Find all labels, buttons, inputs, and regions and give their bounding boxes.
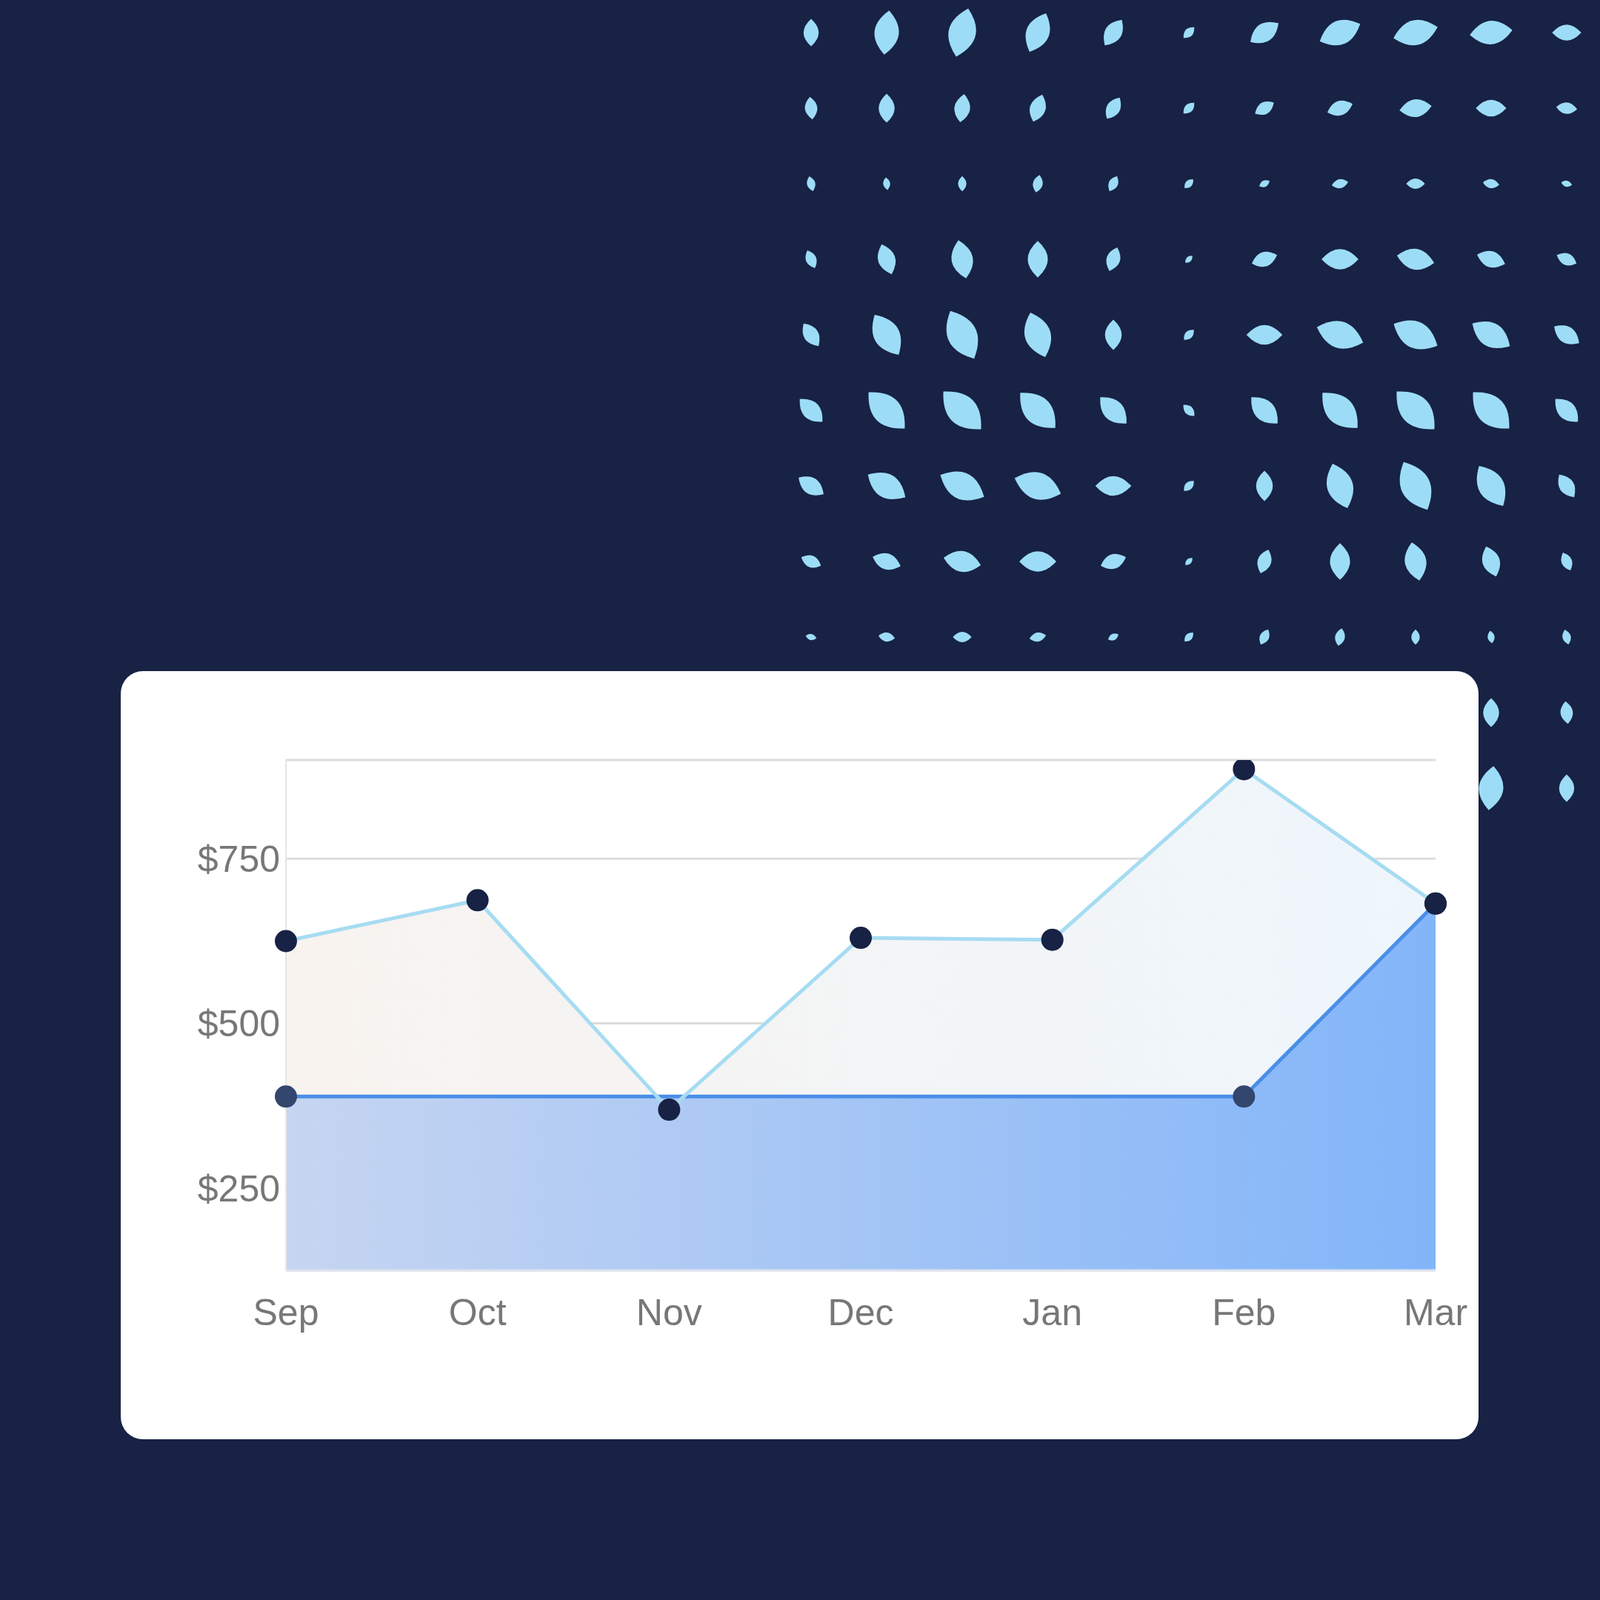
svg-text:Nov: Nov — [636, 1291, 703, 1334]
svg-text:$250: $250 — [197, 1168, 280, 1210]
svg-text:Oct: Oct — [448, 1291, 507, 1334]
svg-text:Sep: Sep — [253, 1291, 320, 1334]
svg-text:Dec: Dec — [828, 1291, 895, 1334]
svg-text:Feb: Feb — [1211, 1291, 1276, 1334]
svg-text:Jan: Jan — [1022, 1291, 1083, 1334]
svg-text:$750: $750 — [197, 838, 280, 880]
svg-text:$500: $500 — [197, 1002, 280, 1045]
svg-text:Mar: Mar — [1403, 1291, 1468, 1334]
